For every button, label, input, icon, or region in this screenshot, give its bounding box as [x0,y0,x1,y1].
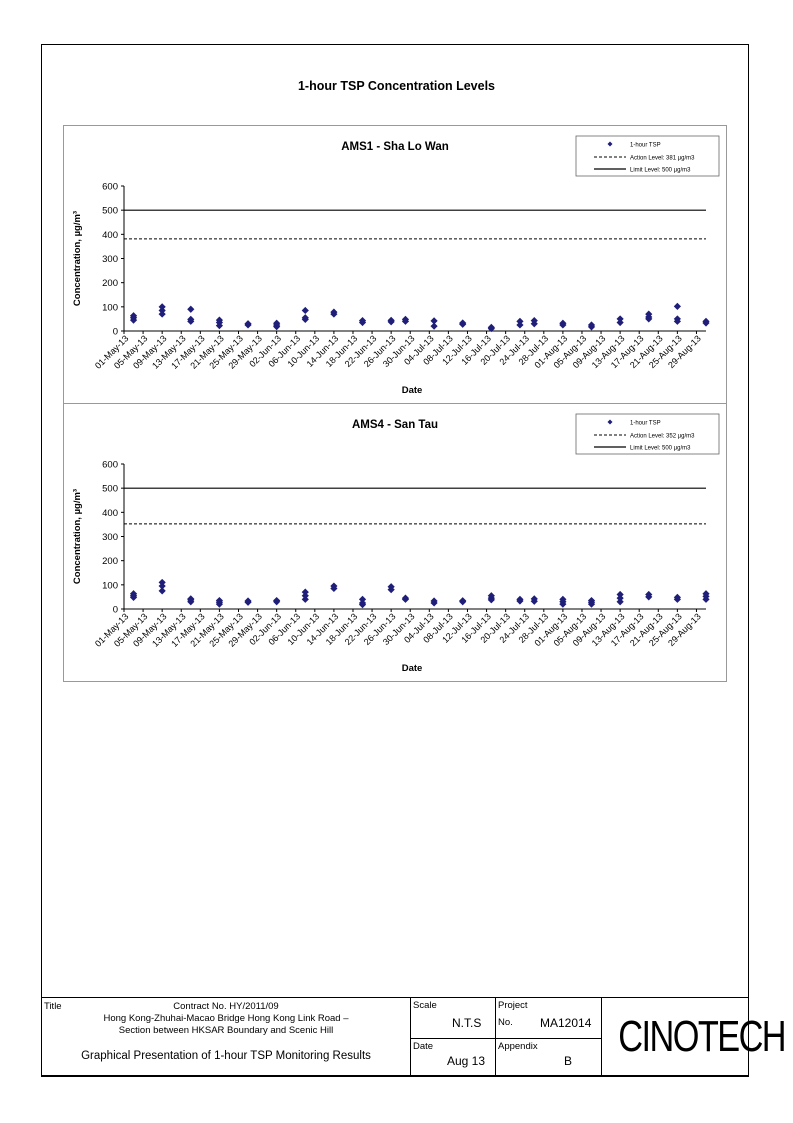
page-frame [41,44,749,1076]
legend-entry: 1-hour TSP [630,143,661,149]
y-tick-label: 500 [102,484,118,495]
chart-ams4: AMS4 - San Tau 0 100 200 300 400 500 600 01-May-… [63,403,727,682]
chart-title: AMS4 - San Tau [352,419,438,431]
project-line-2: Section between HKSAR Boundary and Sceni… [118,1025,334,1036]
data-point [187,305,195,313]
data-point [301,595,309,603]
y-tick-label: 600 [102,460,118,471]
data-point [330,582,338,590]
scale-label: Scale [413,1000,437,1011]
y-tick-label: 400 [102,508,118,519]
contract-number: Contract No. HY/2011/09 [173,1001,279,1012]
data-point [358,317,367,325]
data-point [330,308,338,316]
data-point [215,316,224,324]
data-point [430,317,438,325]
data-point [645,590,653,599]
data-point [244,597,252,605]
legend-entry: Action Level: 352 µg/m3 [630,434,695,440]
data-point [301,306,309,315]
date-label: Date [413,1041,434,1052]
legend-entry: Limit Level: 500 µg/m3 [630,168,691,174]
data-point [244,320,252,328]
data-point [301,592,309,600]
chart-ams1: AMS1 - Sha Lo Wan 0 100 200 300 400 500 600 01-M… [63,125,727,404]
y-tick-label: 500 [102,206,118,217]
data-point [158,578,166,587]
data-point [129,312,138,320]
y-axis-label: Concentration, µg/m³ [72,489,83,584]
data-point [273,596,281,605]
data-point [616,598,624,606]
legend-entry: Action Level: 381 µg/m3 [630,156,695,162]
data-point [616,315,624,323]
data-point [158,303,166,311]
data-point [459,319,467,327]
cinotech-logo: CINOTECH [618,1012,786,1061]
y-tick-label: 0 [113,327,118,338]
page-title: 1-hour TSP Concentration Levels [297,79,496,93]
appendix-value: B [564,1054,573,1068]
y-tick-label: 300 [102,532,118,543]
data-point [559,319,567,327]
project-number: MA12014 [540,1016,592,1030]
data-point [530,317,538,325]
y-tick-label: 200 [102,556,118,567]
drawing-description: Graphical Presentation of 1-hour TSP Mon… [81,1050,371,1062]
data-point [401,594,410,602]
data-point [129,590,138,598]
data-point [459,597,467,605]
data-point [616,594,624,602]
legend-marker [607,419,613,425]
legend-entry: 1-hour TSP [630,421,661,427]
y-axis-label: Concentration, µg/m³ [72,211,83,306]
y-tick-label: 100 [102,302,118,313]
data-point [301,314,309,322]
data-point [530,595,538,603]
y-tick-label: 0 [113,605,118,616]
y-tick-label: 100 [102,580,118,591]
project-line-1: Hong Kong-Zhuhai-Macao Bridge Hong Kong … [103,1013,349,1024]
scale-value: N.T.S [452,1016,482,1030]
data-point [616,590,624,599]
y-tick-label: 300 [102,254,118,265]
data-point [673,302,681,310]
chart-svg: AMS1 - Sha Lo Wan010020030040050060001-M… [72,135,720,396]
project-no-label: No. [498,1017,513,1028]
chart-title: AMS1 - Sha Lo Wan [341,141,449,153]
y-tick-label: 400 [102,230,118,241]
legend-marker [607,141,613,147]
project-label: Project [498,1000,528,1011]
x-axis-label: Date [402,385,423,396]
data-point [158,587,166,595]
data-point [358,595,367,603]
legend-entry: Limit Level: 500 µg/m3 [630,446,691,452]
y-tick-label: 600 [102,182,118,193]
title-block: Title Contract No. HY/2011/09 Hong Kong-… [41,997,787,1077]
data-point [301,588,309,596]
data-point [401,315,410,323]
x-axis-label: Date [402,663,423,674]
data-point [516,317,524,325]
y-tick-label: 200 [102,278,118,289]
appendix-label: Appendix [498,1041,538,1052]
title-label: Title [44,1001,62,1012]
data-point [487,323,495,331]
date-value: Aug 13 [447,1054,486,1068]
chart-svg: AMS4 - San Tau010020030040050060001-May-… [72,413,720,674]
